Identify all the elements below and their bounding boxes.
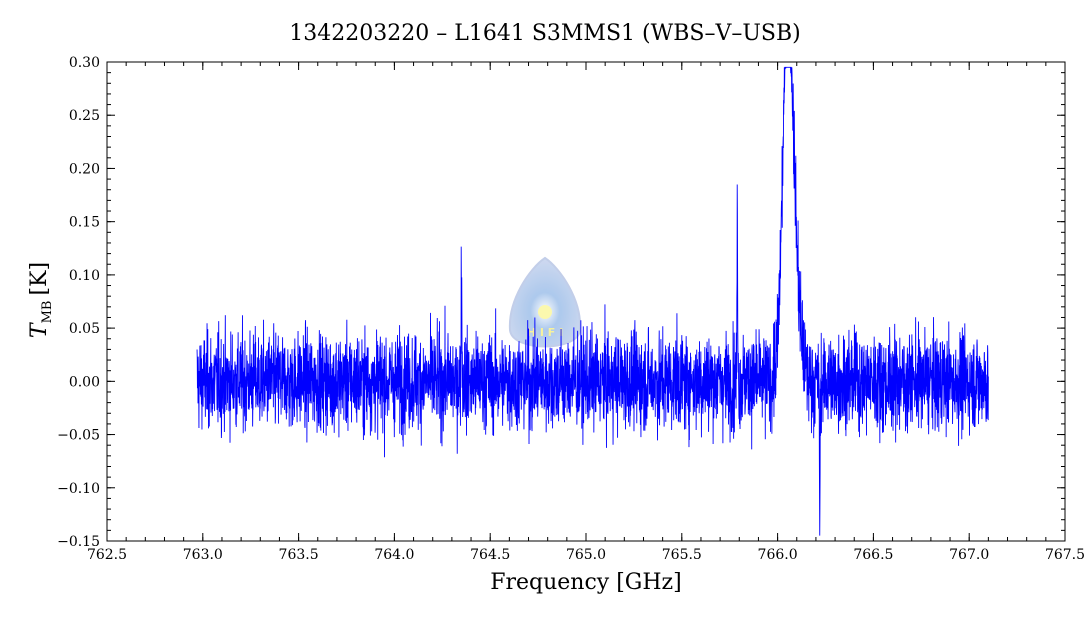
svg-text:TMB[K]: TMB[K] (27, 262, 55, 338)
x-tick-label: 765.5 (662, 547, 702, 563)
y-tick-label: 0.15 (69, 215, 100, 231)
y-tick-label: 0.20 (69, 161, 100, 177)
y-axis-label: TMB[K] (27, 262, 55, 338)
svg-text:H I F I: H I F I (527, 326, 563, 339)
x-tick-label: 762.5 (87, 547, 127, 563)
x-tick-label: 767.5 (1045, 547, 1085, 563)
y-tick-label: 0.30 (69, 55, 100, 71)
x-tick-label: 766.0 (758, 547, 798, 563)
y-tick-label: −0.10 (57, 481, 100, 497)
x-tick-label: 763.0 (183, 547, 223, 563)
x-tick-label: 763.5 (279, 547, 319, 563)
x-tick-label: 764.0 (374, 547, 414, 563)
y-tick-label: 0.25 (69, 108, 100, 124)
y-tick-label: 0.10 (69, 268, 100, 284)
y-tick-label: −0.05 (57, 428, 100, 444)
plot-frame (106, 61, 1066, 542)
x-tick-label: 766.5 (853, 547, 893, 563)
x-axis-label: Frequency [GHz] (490, 570, 682, 595)
chart-title: 1342203220 – L1641 S3MMS1 (WBS–V–USB) (289, 21, 800, 46)
y-tick-label: 0.00 (69, 374, 100, 390)
hifi-logo-icon: H I F I (508, 256, 582, 348)
y-tick-label: 0.05 (69, 321, 100, 337)
y-tick-label: −0.15 (57, 534, 100, 550)
spectrum-series-line (196, 66, 989, 536)
x-tick-label: 765.0 (566, 547, 606, 563)
x-tick-label: 764.5 (470, 547, 510, 563)
x-tick-label: 767.0 (949, 547, 989, 563)
